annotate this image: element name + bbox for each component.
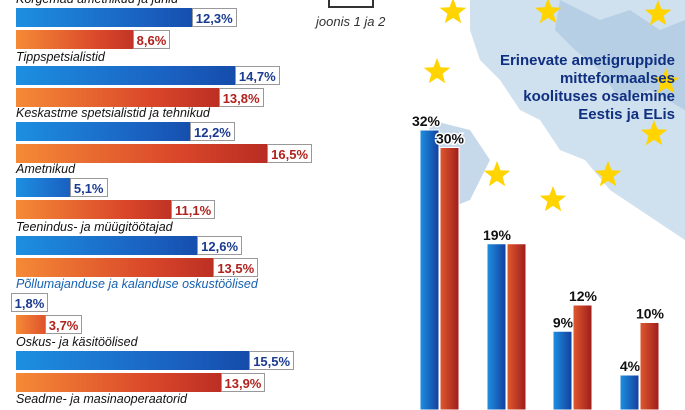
- bar-value-label: 16,5%: [267, 144, 313, 163]
- star-icon: [640, 120, 668, 146]
- star-icon: [539, 186, 567, 212]
- bar-value-label: 8,6%: [132, 30, 171, 49]
- bar-value-label: 12,2%: [190, 122, 235, 141]
- category-label: Teenindus- ja müügitöötajad: [16, 220, 173, 234]
- bar-value-label: 12,6%: [197, 236, 243, 255]
- right-vertical-bar-chart: 32% 19% 9% 4% 30% 12% 10%: [410, 112, 666, 410]
- star-icon: [534, 0, 562, 24]
- column-series-1: [552, 330, 573, 410]
- bar-value-label: 1,8%: [10, 293, 49, 312]
- bar-series-2: [16, 373, 266, 392]
- column-value-label: 12%: [569, 288, 598, 304]
- bar-series-2: [16, 144, 313, 163]
- category-label: Põllumajanduse ja kalanduse oskustöölise…: [16, 277, 258, 291]
- column-series-2: [572, 304, 593, 410]
- category-label: Ametnikud: [16, 162, 76, 176]
- eu-stars: [423, 0, 680, 212]
- bar-series-2: [16, 88, 264, 107]
- figure-caption: joonis 1 ja 2: [316, 14, 386, 29]
- bar-series-2: [16, 258, 259, 277]
- bar-series-1: [16, 351, 295, 370]
- bar-value-label: 13,8%: [218, 88, 264, 107]
- title-line-2: mitteformaalses: [559, 70, 675, 87]
- column-series-2: [506, 243, 527, 410]
- category-label: Keskastme spetsialistid ja tehnikud: [16, 106, 210, 120]
- right-chart-title: Erinevate ametigruppide mitteformaalses …: [435, 52, 675, 124]
- column-value-label: 4%: [620, 358, 641, 374]
- bar-value-label: 5,1%: [69, 178, 108, 197]
- bar-value-label: 14,7%: [234, 66, 280, 85]
- top-frame-box: [328, 0, 374, 8]
- star-icon: [644, 0, 672, 26]
- column-series-1: [486, 243, 507, 410]
- column-series-2: [439, 147, 460, 410]
- column-value-label: 19%: [483, 227, 512, 243]
- bar-series-1: [16, 236, 243, 255]
- category-label: Oskus- ja käsitöölised: [16, 335, 138, 349]
- bar-series-2: [16, 30, 171, 49]
- column-value-label: 30%: [436, 131, 465, 147]
- bar-value-label: 12,3%: [191, 8, 237, 27]
- star-icon: [439, 0, 467, 24]
- title-line-1: Erinevate ametigruppide: [499, 52, 675, 69]
- title-line-3: koolituses osalemine: [523, 88, 675, 105]
- category-label: Seadme- ja masinaoperaatorid: [16, 392, 187, 406]
- bar-series-1: [16, 122, 235, 141]
- bar-value-label: 13,9%: [220, 373, 266, 392]
- column-series-2: [639, 322, 660, 410]
- column-series-1: [619, 374, 640, 410]
- bar-value-label: 11,1%: [170, 200, 216, 219]
- column-value-label: 9%: [553, 314, 574, 330]
- star-icon: [652, 68, 680, 94]
- column-series-1: [419, 129, 440, 410]
- title-line-4: Eestis ja ELis: [578, 106, 675, 123]
- bar-series-1: [16, 66, 280, 85]
- bar-series-1: [16, 8, 237, 27]
- column-value-label: 10%: [636, 306, 665, 322]
- bar-value-label: 13,5%: [213, 258, 259, 277]
- star-icon: [423, 58, 451, 84]
- category-label: Kõrgemad ametnikud ja juhid: [16, 0, 178, 6]
- star-icon: [483, 161, 511, 187]
- column-value-label: 32%: [412, 113, 441, 129]
- left-horizontal-bar-chart: Kõrgemad ametnikud ja juhid 12,3% 8,6% Tipp…: [0, 0, 320, 410]
- category-label: Tippspetsialistid: [16, 50, 105, 64]
- bar-series-2: [16, 200, 216, 219]
- bar-value-label: 3,7%: [44, 315, 83, 334]
- star-icon: [594, 161, 622, 187]
- bar-value-label: 15,5%: [249, 351, 295, 370]
